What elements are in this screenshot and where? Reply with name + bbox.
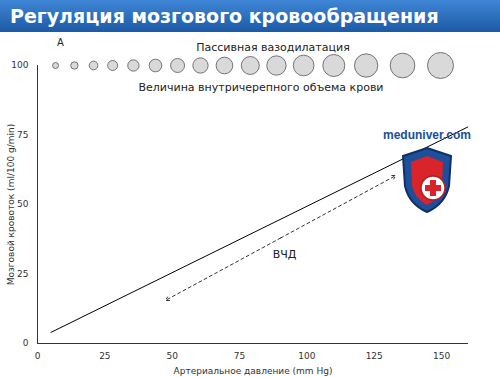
- svg-text:50: 50: [17, 199, 29, 209]
- svg-text:75: 75: [17, 130, 28, 140]
- svg-text:100: 100: [298, 351, 315, 361]
- svg-text:150: 150: [433, 351, 450, 361]
- svg-text:Артериальное давление (mm Hg): Артериальное давление (mm Hg): [174, 366, 333, 376]
- svg-text:ВЧД: ВЧД: [273, 248, 297, 261]
- svg-text:0: 0: [35, 351, 41, 361]
- svg-text:Мозговой кровоток (ml/100 g/mi: Мозговой кровоток (ml/100 g/min): [6, 124, 16, 285]
- svg-text:75: 75: [234, 351, 245, 361]
- svg-text:Величина внутричерепного объем: Величина внутричерепного объема крови: [138, 81, 383, 94]
- svg-text:50: 50: [166, 351, 178, 361]
- svg-text:A: A: [57, 37, 64, 48]
- html-text:Регуляция мозгового кровообращ: Регуляция мозгового кровообращения: [10, 5, 439, 27]
- svg-text:25: 25: [99, 351, 110, 361]
- svg-text:125: 125: [366, 351, 383, 361]
- svg-text:25: 25: [17, 269, 28, 279]
- svg-text:100: 100: [11, 60, 28, 70]
- svg-text:Пассивная вазодилатация: Пассивная вазодилатация: [196, 41, 350, 54]
- svg-text:0: 0: [23, 338, 29, 348]
- html-text:meduniver.com: meduniver.com: [383, 128, 471, 142]
